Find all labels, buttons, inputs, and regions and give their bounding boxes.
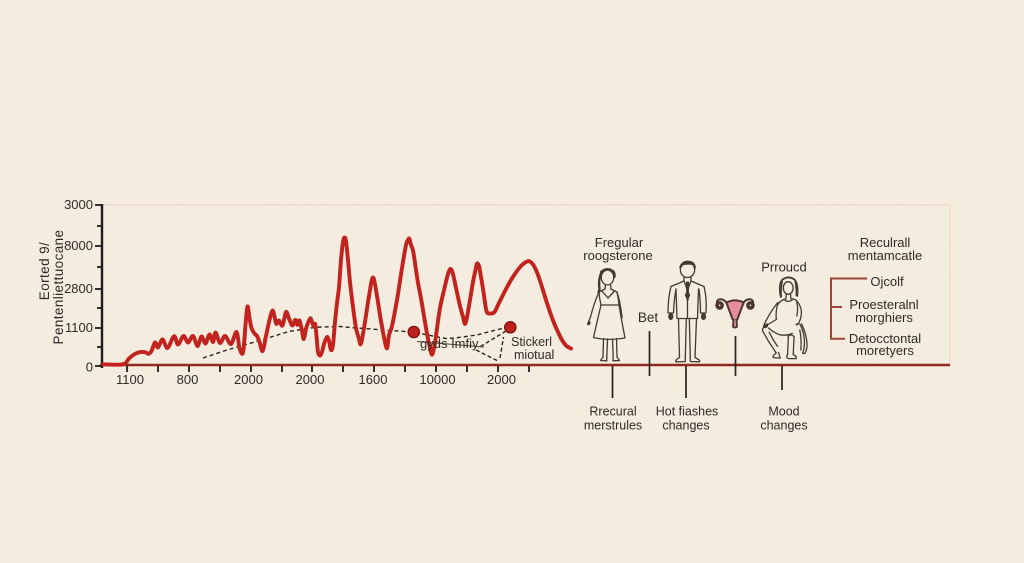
svg-text:800: 800 (177, 372, 199, 387)
svg-text:morghiers: morghiers (855, 310, 913, 325)
svg-text:10000: 10000 (419, 372, 455, 387)
svg-text:merstrules: merstrules (584, 419, 642, 433)
svg-text:Detocctontal: Detocctontal (849, 331, 921, 346)
svg-text:Prroucd: Prroucd (761, 260, 807, 275)
svg-text:Bet: Bet (638, 310, 659, 325)
svg-text:changes: changes (662, 419, 709, 433)
svg-text:changes: changes (760, 419, 807, 433)
svg-text:2000: 2000 (487, 372, 516, 387)
svg-text:mentamcatle: mentamcatle (848, 248, 922, 263)
svg-text:Pentenliettuocane: Pentenliettuocane (51, 230, 66, 345)
svg-text:Ojcolf: Ojcolf (870, 274, 904, 289)
svg-text:0: 0 (86, 360, 93, 375)
svg-text:2000: 2000 (234, 372, 263, 387)
svg-text:roogsterone: roogsterone (583, 248, 652, 263)
svg-text:8000: 8000 (64, 238, 93, 253)
svg-text:2000: 2000 (296, 372, 325, 387)
svg-text:Fregular: Fregular (595, 235, 644, 250)
svg-text:1600: 1600 (359, 372, 388, 387)
svg-text:Stickerl: Stickerl (511, 335, 552, 349)
svg-text:Hot fiashes: Hot fiashes (656, 405, 719, 419)
svg-text:gyds Imfiy: gyds Imfiy (420, 336, 479, 351)
svg-text:Mood: Mood (768, 405, 799, 419)
svg-text:2800: 2800 (64, 281, 93, 296)
svg-text:3000: 3000 (64, 197, 93, 212)
svg-text:Reculrall: Reculrall (860, 235, 911, 250)
svg-text:1100: 1100 (65, 320, 93, 335)
svg-text:1100: 1100 (116, 372, 144, 387)
svg-text:moretyers: moretyers (856, 343, 914, 358)
svg-text:Eorted 9/: Eorted 9/ (37, 242, 52, 300)
svg-text:Proesteralnl: Proesteralnl (849, 297, 918, 312)
svg-text:Rrecural: Rrecural (589, 405, 636, 419)
svg-text:miotual: miotual (514, 348, 554, 362)
